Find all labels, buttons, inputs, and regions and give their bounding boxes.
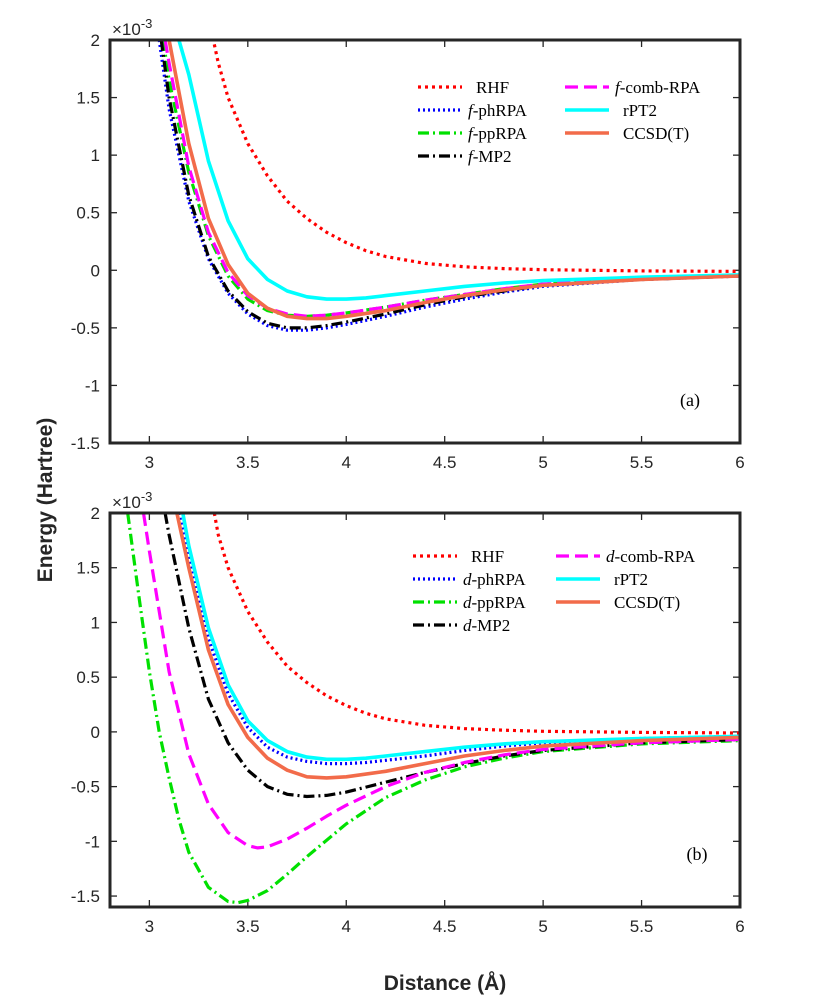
- y-tick-label: 2: [91, 504, 100, 523]
- legend-label-mp2: f-MP2: [468, 147, 511, 166]
- y-axis-title: Energy (Hartree): [34, 418, 57, 583]
- y-tick-label: 1: [91, 613, 100, 632]
- y-tick-label: 1.5: [76, 559, 100, 578]
- series-line-pprpa: [126, 513, 740, 905]
- x-tick-label: 5: [538, 917, 547, 936]
- legend-label-rhf: RHF: [471, 547, 504, 566]
- y-tick-label: 1.5: [76, 89, 100, 108]
- legend-label-pprpa: d-ppRPA: [463, 593, 526, 612]
- panel-b: 3 3.5 4 4.5 5 5.5 6 -1.5 -1 -0.5 0 0.5 1 1.5 2 ×10-3 RHF…: [71, 489, 745, 936]
- legend-label-rpt2: rPT2: [614, 570, 648, 589]
- panel-label: (a): [680, 390, 700, 411]
- y-exponent-label: ×10-3: [112, 16, 152, 39]
- x-tick-label: 4.5: [433, 917, 457, 936]
- y-tick-label: 1: [91, 146, 100, 165]
- legend-label-comb: f-comb-RPA: [615, 78, 701, 97]
- x-axis-title: Distance (Å): [384, 971, 507, 995]
- legend-label-rpt2: rPT2: [623, 101, 657, 120]
- legend-label-rhf: RHF: [476, 78, 509, 97]
- plot-frame: [108, 38, 742, 445]
- legend-label-phrpa: d-phRPA: [463, 570, 526, 589]
- x-tick-label: 5.5: [630, 453, 654, 472]
- series-line-rhf: [211, 40, 740, 273]
- y-tick-label: 2: [91, 31, 100, 50]
- x-tick-label: 3: [145, 917, 154, 936]
- legend-label-ccsdt: CCSD(T): [623, 124, 689, 143]
- series-line-rpt2: [177, 40, 740, 301]
- x-tick-label: 3.5: [236, 453, 260, 472]
- series-line-phrpa: [177, 513, 740, 766]
- x-tick-label: 5.5: [630, 917, 654, 936]
- x-tick-label: 4.5: [433, 453, 457, 472]
- y-tick-label: 0.5: [76, 204, 100, 223]
- y-tick-label: 0: [91, 723, 100, 742]
- y-tick-label: -0.5: [71, 319, 100, 338]
- series-line-ccsdt: [175, 513, 740, 780]
- x-tick-label: 5: [538, 453, 547, 472]
- y-tick-label: -0.5: [71, 778, 100, 797]
- series-line-pprpa: [161, 40, 740, 318]
- legend-label-phrpa: f-phRPA: [468, 101, 528, 120]
- y-tick-label: -1.5: [71, 887, 100, 906]
- y-tick-label: -1: [85, 376, 100, 395]
- y-tick-label: 0.5: [76, 668, 100, 687]
- x-tick-label: 6: [735, 453, 744, 472]
- x-tick-label: 3.5: [236, 917, 260, 936]
- panel-a: 3 3.5 4 4.5 5 5.5 6 -1.5 -1 -0.5 0 0.5 1 1.5 2 ×10-3 RHF…: [71, 16, 745, 472]
- series-line-comb: [141, 513, 740, 850]
- legend-label-comb: d-comb-RPA: [606, 547, 696, 566]
- legend-label-mp2: d-MP2: [463, 616, 510, 635]
- y-exponent-label: ×10-3: [112, 489, 152, 512]
- x-tick-label: 4: [342, 917, 351, 936]
- legend-label-ccsdt: CCSD(T): [614, 593, 680, 612]
- y-tick-label: 0: [91, 261, 100, 280]
- series-line-phrpa: [157, 40, 740, 332]
- panel-label: (b): [687, 844, 708, 865]
- x-tick-label: 3: [145, 453, 154, 472]
- legend-label-pprpa: f-ppRPA: [468, 124, 528, 143]
- y-tick-label: -1: [85, 832, 100, 851]
- x-tick-label: 6: [735, 917, 744, 936]
- series-line-rpt2: [181, 513, 740, 762]
- series-line-ccsdt: [167, 40, 740, 321]
- series-line-mp2: [159, 40, 740, 330]
- y-tick-label: -1.5: [71, 434, 100, 453]
- x-tick-label: 4: [342, 453, 351, 472]
- plot-frame: [108, 511, 742, 909]
